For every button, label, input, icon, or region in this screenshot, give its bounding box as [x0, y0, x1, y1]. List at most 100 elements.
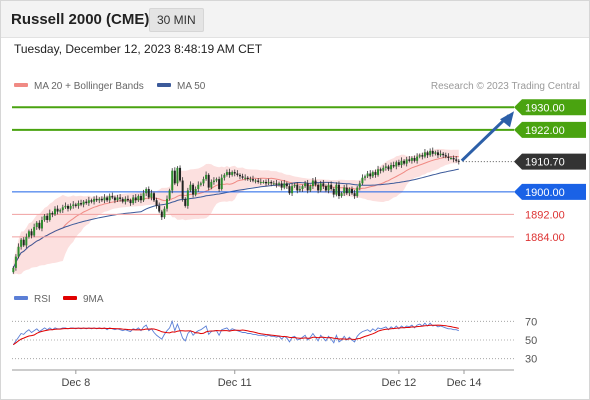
- projection-arrow-line: [460, 114, 511, 162]
- candle: [267, 181, 270, 184]
- candle: [439, 153, 442, 156]
- legend-rsi-swatch: [14, 296, 28, 301]
- candle: [14, 256, 17, 268]
- legend-9ma: 9MA: [63, 294, 104, 305]
- candle: [306, 183, 309, 191]
- candle: [233, 172, 236, 174]
- time-tick-label: Dec 14: [447, 377, 482, 389]
- candle: [413, 158, 416, 161]
- candle: [103, 197, 106, 201]
- candle: [160, 211, 163, 218]
- candle: [27, 231, 30, 237]
- candle: [171, 170, 174, 191]
- candle: [330, 184, 333, 189]
- candle: [444, 155, 447, 157]
- legend-ma20-label: MA 20 + Bollinger Bands: [34, 81, 144, 92]
- timestamp: Tuesday, December 12, 2023 8:48:19 AM CE…: [14, 42, 263, 56]
- credit-text: Research © 2023 Trading Central: [430, 81, 580, 92]
- time-tick-label: Dec 8: [61, 377, 90, 389]
- candle: [296, 184, 299, 191]
- candle: [100, 198, 103, 201]
- candle: [137, 196, 140, 201]
- candle: [403, 160, 406, 164]
- candle: [374, 172, 377, 175]
- candle: [20, 239, 23, 247]
- candle: [111, 196, 114, 198]
- candle: [152, 193, 155, 201]
- header-bar: Russell 2000 (CME) 30 MIN: [1, 1, 589, 38]
- instrument-title: Russell 2000 (CME): [11, 11, 150, 28]
- rsi-level-label: 30: [525, 354, 537, 366]
- candle: [392, 165, 395, 167]
- candle: [176, 167, 179, 184]
- candle: [429, 150, 432, 156]
- candle: [254, 180, 257, 182]
- candle: [387, 166, 390, 170]
- candle: [113, 197, 116, 201]
- candle: [106, 197, 109, 201]
- candle: [155, 200, 158, 206]
- candle: [205, 174, 208, 180]
- bollinger-band: [13, 148, 459, 275]
- candle: [350, 189, 353, 194]
- legend-9ma-label: 9MA: [83, 294, 104, 305]
- candle: [332, 189, 335, 195]
- candle: [353, 193, 356, 197]
- candle: [272, 183, 275, 185]
- candle: [17, 246, 20, 257]
- candle: [431, 150, 434, 154]
- candle: [43, 215, 46, 220]
- candle: [197, 184, 200, 189]
- candle: [319, 183, 322, 191]
- candle: [77, 203, 80, 206]
- candle: [366, 173, 369, 177]
- candle: [132, 197, 135, 204]
- candle: [74, 204, 77, 206]
- candle: [311, 180, 314, 187]
- candle: [358, 183, 361, 188]
- candle: [30, 231, 33, 236]
- candle: [317, 184, 320, 191]
- candle: [327, 184, 330, 191]
- candle: [309, 186, 312, 191]
- candle: [455, 159, 458, 161]
- interval-button[interactable]: 30 MIN: [149, 8, 204, 32]
- candle: [238, 174, 241, 177]
- level-tag-resistance: [514, 121, 586, 138]
- candle: [199, 183, 202, 185]
- candle: [416, 156, 419, 161]
- candle: [348, 189, 351, 194]
- candle: [95, 198, 98, 201]
- candle: [285, 183, 288, 187]
- candle: [67, 205, 70, 209]
- candle: [124, 198, 127, 202]
- candle: [410, 158, 413, 161]
- candle: [87, 200, 90, 204]
- candle: [395, 162, 398, 167]
- candle: [304, 183, 307, 187]
- candle: [192, 184, 195, 195]
- candle: [275, 183, 278, 185]
- candle: [343, 187, 346, 194]
- time-tick-label: Dec 12: [381, 377, 416, 389]
- candle: [231, 172, 234, 175]
- legend-ma50: MA 50: [157, 81, 205, 92]
- level-label-resistance: 1930.00: [525, 102, 565, 114]
- candle: [405, 159, 408, 164]
- legend-9ma-swatch: [63, 296, 77, 301]
- candle: [423, 152, 426, 157]
- candle: [184, 198, 187, 206]
- candle: [345, 187, 348, 194]
- ma20-line: [12, 155, 459, 269]
- candle: [283, 183, 286, 188]
- candle: [189, 184, 192, 191]
- candle: [400, 160, 403, 166]
- candle: [382, 167, 385, 171]
- candle: [202, 179, 205, 184]
- candle: [163, 208, 166, 218]
- candle: [225, 172, 228, 175]
- candle: [139, 196, 142, 201]
- rsi-line: [12, 319, 459, 345]
- rsi-9ma-line: [13, 324, 459, 346]
